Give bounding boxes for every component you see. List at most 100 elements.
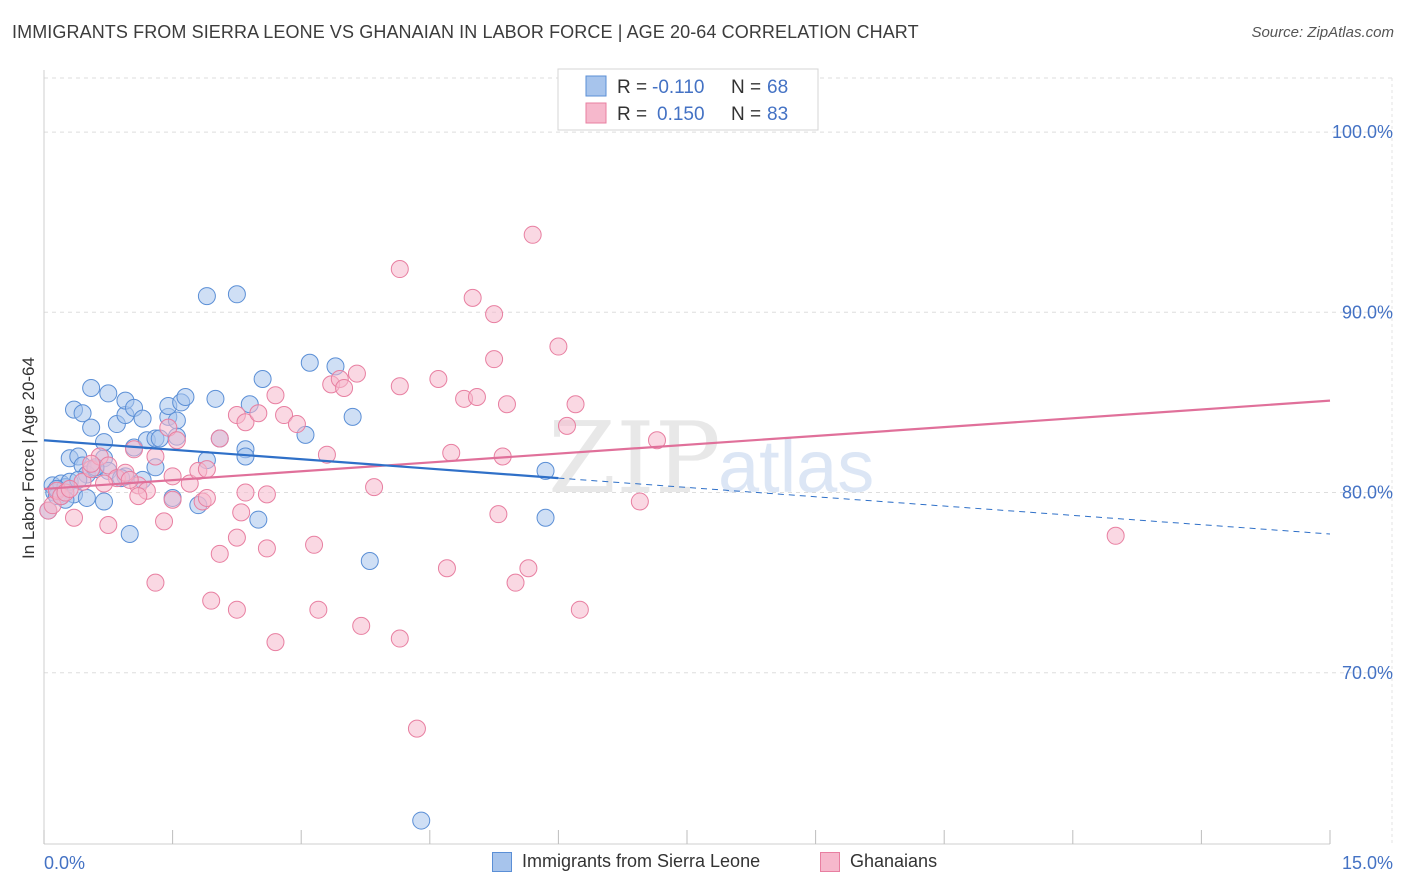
ghanaians-point-55 [647,431,666,450]
ghanaians-point-16 [129,487,148,506]
y-tick-label-80: 80.0% [1342,483,1393,503]
ghanaians-point-60 [437,559,456,578]
ghanaians-point-42 [442,443,461,462]
ghanaians-point-40 [390,377,409,396]
sierra-leone-point-61 [412,811,431,830]
ghanaians-point-70 [305,535,324,554]
ghanaians-point-63 [309,600,328,619]
sierra-leone-point-54 [343,407,362,426]
sierra-leone-point-18 [82,418,101,437]
grid-lines [44,77,1392,674]
sierra-leone-point-45 [206,389,225,408]
ghanaians-point-72 [236,483,255,502]
ghanaians-point-31 [249,404,268,423]
bottom-legend: Immigrants from Sierra Leone Ghanaians [0,851,1406,879]
ghanaians-point-76 [407,719,426,738]
sierra-leone-point-39 [77,488,96,507]
ghanaians-point-67 [210,544,229,563]
sierra-leone-point-16 [82,379,101,398]
ghanaians-point-44 [467,388,486,407]
ghanaians-point-38 [335,379,354,398]
sierra-leone-point-32 [176,388,195,407]
ghanaians-point-54 [566,395,585,414]
ghanaians-point-35 [317,445,336,464]
ghanaians-point-41 [429,369,448,388]
ghanaians-point-56 [630,492,649,511]
ghanaians-point-81 [82,454,101,473]
legend-r-value-1: -0.110 [652,77,704,98]
ghanaians-point-15 [146,447,165,466]
ghanaians-point-20 [163,467,182,486]
legend-n-value-2: 83 [767,104,788,125]
ghanaians-point-17 [99,515,118,534]
sierra-leone-point-38 [95,492,114,511]
ghanaians-point-30 [236,413,255,432]
ghanaians-point-48 [463,288,482,307]
ghanaians-point-58 [519,559,538,578]
legend-r-value-2: 0.150 [657,104,705,125]
ghanaians-point-39 [347,364,366,383]
legend-r-label-1: R = [617,77,647,98]
watermark-atlas: atlas [718,425,874,508]
x-ticks [43,830,1331,844]
legend-label-sierra-leone: Immigrants from Sierra Leone [522,851,761,871]
sierra-leone-point-17 [99,384,118,403]
ghanaians-point-49 [485,305,504,324]
sierra-leone-point-24 [133,409,152,428]
ghanaians-point-52 [549,337,568,356]
ghanaians-point-57 [489,505,508,524]
ghanaians-point-74 [365,478,384,497]
ghanaians-point-12 [125,440,144,459]
ghanaians-point-27 [197,488,216,507]
ghanaians-trend-line [43,399,1331,491]
sierra-leone-trend-extension [558,477,1331,535]
legend-swatch-blue [585,75,607,97]
ghanaians-point-18 [159,418,178,437]
y-tick-label-100: 100.0% [1332,122,1393,142]
legend-swatch-ghanaians [820,851,840,872]
y-axis-label: In Labor Force | Age 20-64 [19,357,38,559]
ghanaians-point-68 [227,528,246,547]
legend-swatch-pink [585,102,607,124]
top-legend: R = -0.110 N = 68 R = 0.150 N = 83 [557,68,819,131]
legend-n-value-1: 68 [767,77,788,98]
x-tick-label-min: 0.0% [44,853,85,873]
ghanaians-point-75 [146,573,165,592]
ghanaians-point-65 [227,600,246,619]
series-sierra-leone-points [39,285,555,830]
ghanaians-point-45 [485,350,504,369]
y-tick-label-70: 70.0% [1342,663,1393,683]
ghanaians-point-25 [163,490,182,509]
ghanaians-point-26 [155,512,174,531]
ghanaians-point-80 [60,479,79,498]
sierra-leone-trend-line [43,439,559,480]
x-tick-label-max: 15.0% [1342,853,1393,873]
ghanaians-point-66 [202,591,221,610]
legend-item-ghanaians: Ghanaians [820,851,937,872]
trend-lines [43,399,1331,535]
legend-label-ghanaians: Ghanaians [850,851,938,871]
ghanaians-point-69 [257,539,276,558]
ghanaians-point-33 [275,406,294,425]
legend-n-label-2: N = [731,104,761,125]
ghanaians-point-19 [167,431,186,450]
legend-swatch-sierra-leone [492,851,512,872]
y-tick-labels: 70.0% 80.0% 90.0% 100.0% [1332,122,1393,683]
ghanaians-point-47 [497,395,516,414]
ghanaians-point-61 [390,629,409,648]
ghanaians-point-32 [266,386,285,405]
sierra-leone-point-60 [120,524,139,543]
source-label: Source: ZipAtlas.com [1251,24,1394,41]
sierra-leone-point-49 [249,510,268,529]
ghanaians-point-51 [523,225,542,244]
ghanaians-point-71 [257,485,276,504]
sierra-leone-point-55 [360,552,379,571]
sierra-leone-point-50 [253,369,272,388]
ghanaians-point-53 [557,416,576,435]
y-tick-label-90: 90.0% [1342,302,1393,322]
ghanaians-point-5 [65,508,84,527]
ghanaians-point-34 [287,415,306,434]
ghanaians-point-78 [1106,526,1125,545]
sierra-leone-point-57 [227,285,246,304]
